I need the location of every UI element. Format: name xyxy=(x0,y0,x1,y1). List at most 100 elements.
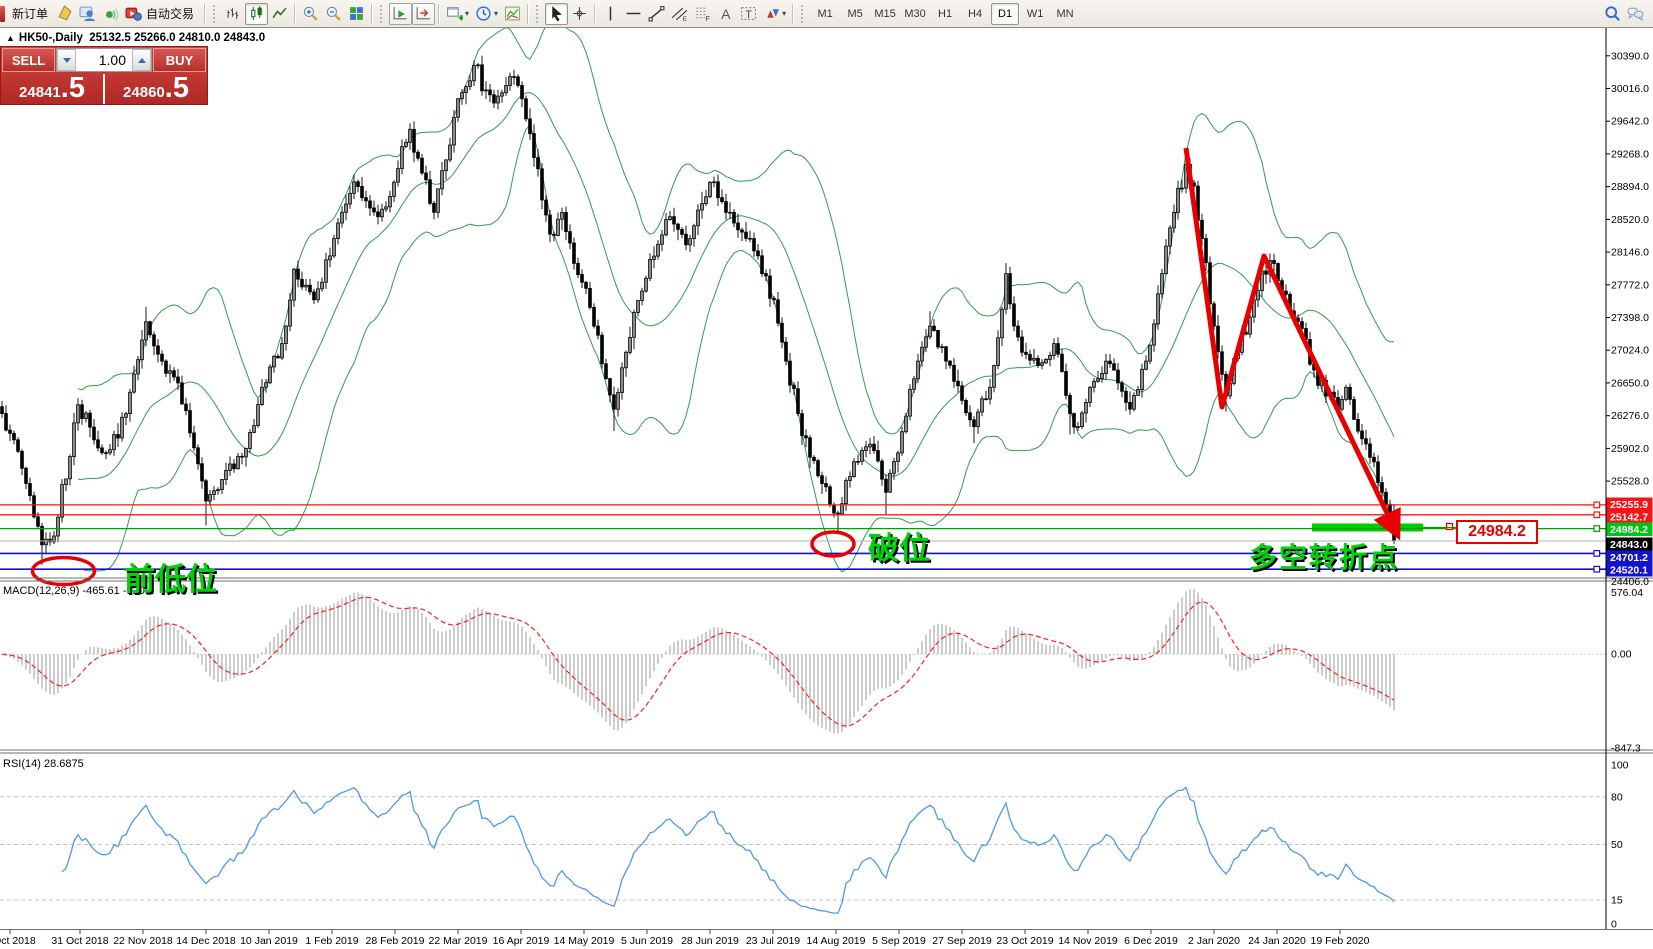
horizontal-line-icon[interactable] xyxy=(622,3,645,25)
date-axis-label: 14 Aug 2019 xyxy=(807,935,866,947)
volume-value[interactable]: 1.00 xyxy=(76,49,132,71)
date-axis-label: 14 Dec 2018 xyxy=(176,935,236,947)
date-axis-label: 22 Mar 2019 xyxy=(429,935,488,947)
rsi-axis-label: 80 xyxy=(1611,791,1623,803)
crosshair-icon[interactable] xyxy=(568,3,591,25)
date-axis-label: 24 Jan 2020 xyxy=(1248,935,1306,947)
timeframe-H4[interactable]: H4 xyxy=(968,7,983,20)
candlestick-chart-icon[interactable] xyxy=(245,2,269,25)
search-icon[interactable] xyxy=(1601,3,1624,25)
zoom-in-icon[interactable] xyxy=(299,3,322,25)
price-axis-label: 26276.0 xyxy=(1611,410,1649,422)
rsi-axis-label: 50 xyxy=(1611,839,1623,851)
periods-icon[interactable]: ▾ xyxy=(472,3,501,25)
timeframe-H1[interactable]: H1 xyxy=(938,7,953,20)
date-axis-label: 23 Jul 2019 xyxy=(746,935,800,947)
trendline-icon[interactable] xyxy=(645,3,668,25)
chart-shift-icon[interactable] xyxy=(412,2,436,25)
price-axis-label: 28894.0 xyxy=(1611,181,1649,193)
timeframe-D1[interactable]: D1 xyxy=(991,2,1020,25)
price-axis-label: 27398.0 xyxy=(1611,312,1649,324)
date-axis-label: 5 Sep 2019 xyxy=(872,935,926,947)
volume-stepper[interactable]: 1.00 xyxy=(56,48,152,72)
zoom-out-icon[interactable] xyxy=(322,3,345,25)
date-axis-label: 28 Jun 2019 xyxy=(681,935,739,947)
timeframe-MN[interactable]: MN xyxy=(1056,7,1074,20)
price-axis-label: 28520.0 xyxy=(1611,214,1649,226)
rsi-axis-label: 15 xyxy=(1611,895,1623,907)
date-axis-label: 10 Jan 2019 xyxy=(240,935,298,947)
price-callout-box[interactable]: 24984.2 xyxy=(1456,520,1538,544)
date-axis-label: 23 Oct 2019 xyxy=(996,935,1053,947)
price-axis-label: 29642.0 xyxy=(1611,116,1649,128)
sell-price[interactable]: 24841.5 xyxy=(19,72,85,104)
date-axis-label: 14 May 2019 xyxy=(554,935,615,947)
text-icon[interactable]: A xyxy=(714,3,737,25)
triangle-down-icon xyxy=(62,57,71,63)
rsi-pane xyxy=(0,786,1606,914)
vertical-line-icon[interactable] xyxy=(599,3,622,25)
tile-windows-icon[interactable] xyxy=(345,3,368,25)
sell-button[interactable]: SELL xyxy=(2,48,55,72)
fibonacci-icon[interactable]: F xyxy=(691,3,714,25)
date-axis-label: 16 Apr 2019 xyxy=(493,935,550,947)
bollinger-bands xyxy=(77,17,1395,573)
price-axis-label: 27024.0 xyxy=(1611,345,1649,357)
timeframe-M30[interactable]: M30 xyxy=(904,7,926,20)
signals-icon[interactable] xyxy=(99,3,122,25)
date-axis-label: 3 Oct 2018 xyxy=(0,935,36,947)
data-window-icon[interactable] xyxy=(53,3,76,25)
volume-decrease-button[interactable] xyxy=(57,49,76,71)
templates-icon[interactable] xyxy=(501,3,524,25)
autotrading-button[interactable]: 自动交易 xyxy=(122,3,201,25)
price-axis-label: 25528.0 xyxy=(1611,476,1649,488)
rsi-axis-label: 0 xyxy=(1611,919,1617,931)
text-label-icon[interactable]: T xyxy=(737,3,760,25)
date-axis-label: 27 Sep 2019 xyxy=(932,935,992,947)
annotation-breakdown[interactable]: 破位 xyxy=(868,531,930,566)
chat-icon[interactable] xyxy=(1624,3,1647,25)
bar-chart-icon[interactable] xyxy=(222,3,245,25)
timeframe-M15[interactable]: M15 xyxy=(874,7,896,20)
price-divider xyxy=(103,73,105,104)
price-axis-label: 30390.0 xyxy=(1611,50,1649,62)
macd-pane xyxy=(0,588,1606,734)
auto-scroll-icon[interactable] xyxy=(389,2,413,25)
price-axis-label: 27772.0 xyxy=(1611,279,1649,291)
svg-text:F: F xyxy=(706,16,710,22)
cursor-icon[interactable] xyxy=(545,2,569,25)
macd-axis-label: -847.3 xyxy=(1611,743,1641,755)
arrows-icon[interactable]: ▾ xyxy=(760,3,789,25)
volume-increase-button[interactable] xyxy=(132,49,151,71)
triangle-up-icon xyxy=(137,57,146,63)
line-chart-icon[interactable] xyxy=(268,3,291,25)
equidistant-channel-icon[interactable]: E xyxy=(668,3,691,25)
price-axis-label: 26650.0 xyxy=(1611,377,1649,389)
annotation-prev-low[interactable]: 前低位 xyxy=(124,562,217,597)
one-click-trading-panel[interactable]: SELL 1.00 BUY 24841.5 24860.5 xyxy=(0,46,208,105)
svg-text:T: T xyxy=(745,9,752,21)
macd-indicator-label: MACD(12,26,9) -465.61 -320.2 xyxy=(3,585,155,597)
date-axis-label: 28 Feb 2019 xyxy=(366,935,425,947)
date-axis-label: 14 Nov 2019 xyxy=(1058,935,1118,947)
timeframe-M5[interactable]: M5 xyxy=(847,7,863,20)
new-order-button[interactable]: 新订单 xyxy=(12,7,49,21)
new-chart-icon[interactable]: ▾ xyxy=(443,3,472,25)
buy-button[interactable]: BUY xyxy=(153,48,206,72)
price-axis-label: 29268.0 xyxy=(1611,148,1649,160)
price-marker-label: 24520.1 xyxy=(1610,565,1648,577)
price-marker-label: 24843.0 xyxy=(1610,539,1648,551)
date-axis-label: 2 Jan 2020 xyxy=(1188,935,1240,947)
timeframe-W1[interactable]: W1 xyxy=(1026,7,1044,20)
date-axis-label: 6 Dec 2019 xyxy=(1124,935,1178,947)
profiles-icon[interactable] xyxy=(76,3,99,25)
annotation-turning-point[interactable]: 多空转折点 xyxy=(1249,542,1400,573)
buy-price[interactable]: 24860.5 xyxy=(123,72,189,104)
collapse-panel-icon[interactable]: ▲ xyxy=(6,33,15,43)
svg-text:E: E xyxy=(683,16,687,22)
date-axis-label: 1 Feb 2019 xyxy=(305,935,358,947)
timeframe-M1[interactable]: M1 xyxy=(817,7,833,20)
symbol-name: HK50-,Daily xyxy=(18,32,83,44)
